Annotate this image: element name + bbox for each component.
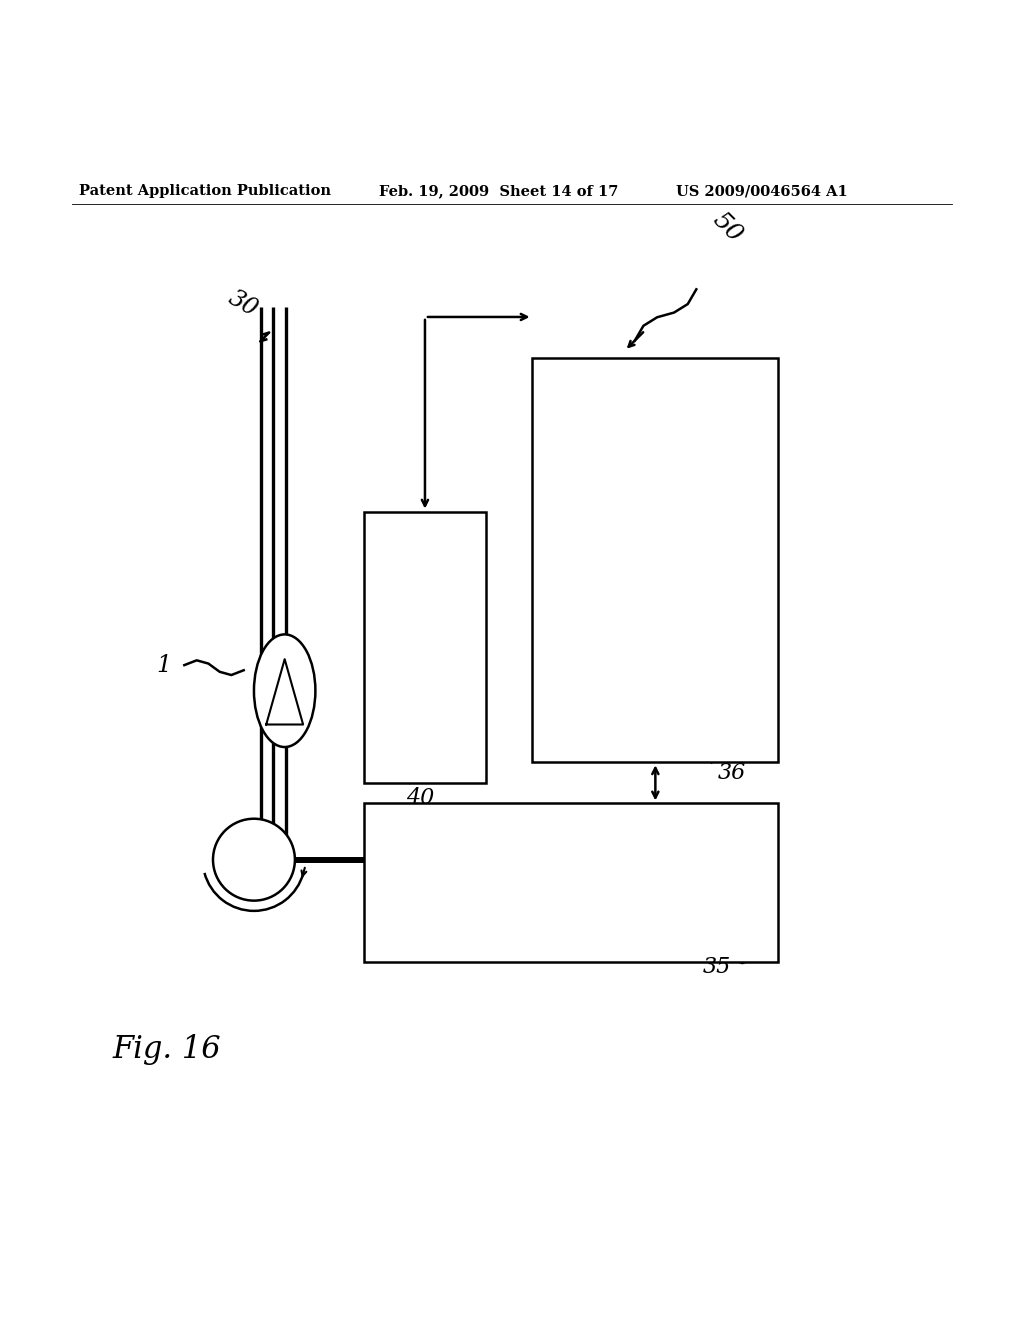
Text: 40: 40 (406, 787, 434, 809)
Text: Fig. 16: Fig. 16 (113, 1034, 221, 1065)
Ellipse shape (254, 635, 315, 747)
Text: 30: 30 (224, 286, 261, 321)
Text: 50: 50 (708, 209, 746, 247)
Text: 1: 1 (157, 653, 171, 677)
Bar (364, 804, 778, 962)
Text: US 2009/0046564 A1: US 2009/0046564 A1 (676, 183, 848, 198)
Text: 35: 35 (702, 956, 731, 978)
Circle shape (213, 818, 295, 900)
Text: Feb. 19, 2009  Sheet 14 of 17: Feb. 19, 2009 Sheet 14 of 17 (379, 183, 618, 198)
Bar (364, 512, 486, 783)
Text: Patent Application Publication: Patent Application Publication (79, 183, 331, 198)
Bar (532, 358, 778, 763)
Text: 36: 36 (718, 762, 746, 784)
